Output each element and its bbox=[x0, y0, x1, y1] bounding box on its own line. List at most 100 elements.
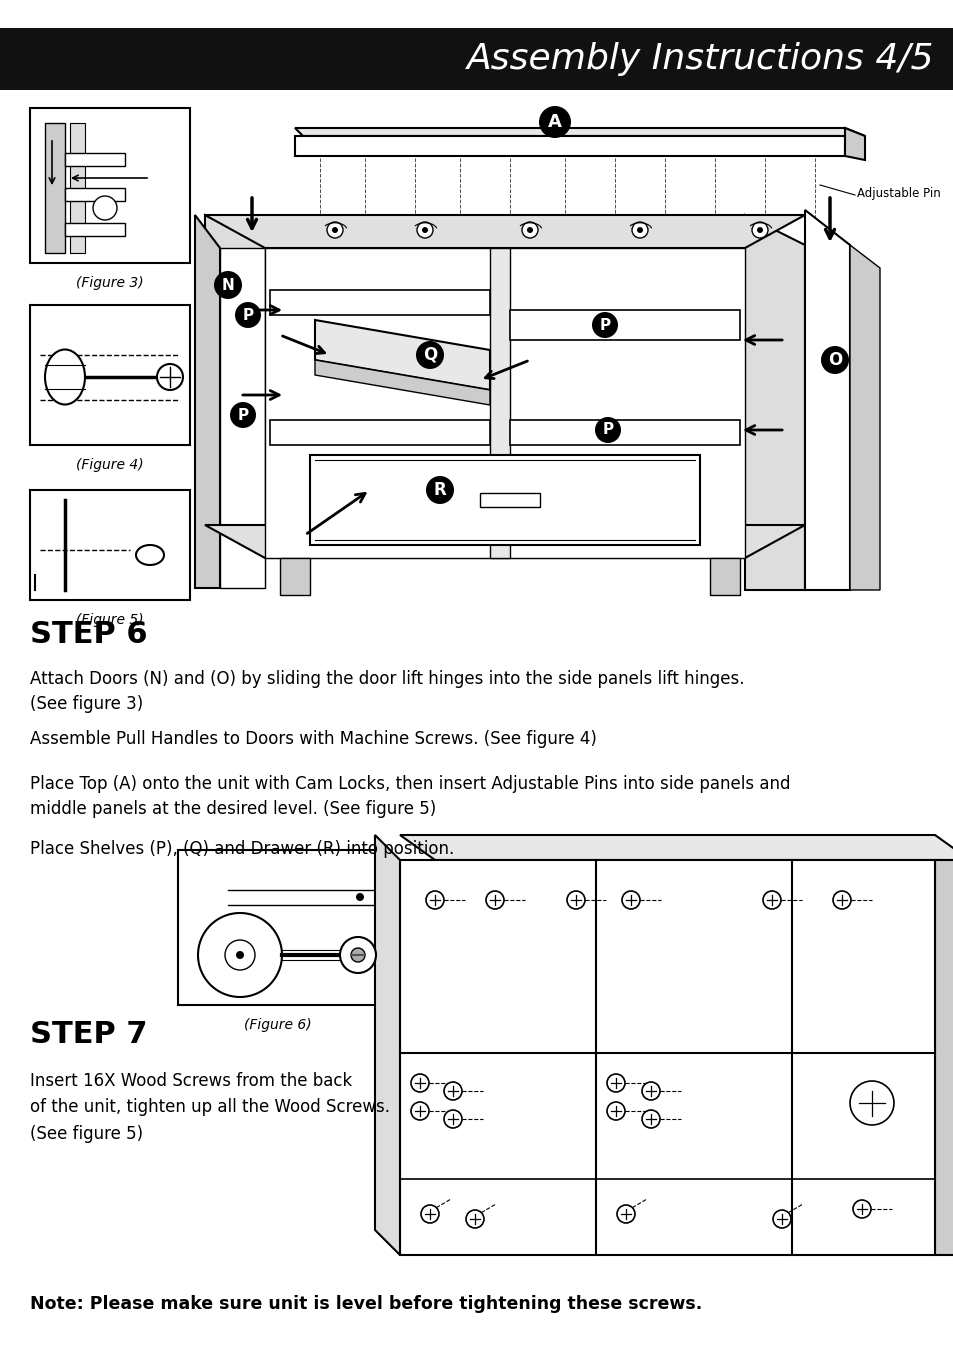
Circle shape bbox=[416, 342, 443, 369]
Polygon shape bbox=[70, 123, 85, 252]
Polygon shape bbox=[490, 248, 510, 558]
Polygon shape bbox=[314, 360, 490, 405]
Polygon shape bbox=[265, 248, 744, 558]
Text: A: A bbox=[547, 113, 561, 131]
Text: Assembly Instructions 4/5: Assembly Instructions 4/5 bbox=[466, 42, 933, 76]
Polygon shape bbox=[294, 136, 844, 157]
Circle shape bbox=[355, 892, 364, 900]
Text: Place Shelves (P), (Q) and Drawer (R) into position.: Place Shelves (P), (Q) and Drawer (R) in… bbox=[30, 840, 454, 859]
Text: Adjustable Pin: Adjustable Pin bbox=[856, 188, 940, 201]
Text: O: O bbox=[827, 351, 841, 369]
Circle shape bbox=[637, 227, 642, 234]
Polygon shape bbox=[744, 215, 804, 590]
Polygon shape bbox=[194, 215, 220, 589]
Polygon shape bbox=[399, 836, 953, 860]
Circle shape bbox=[621, 891, 639, 909]
Polygon shape bbox=[220, 248, 265, 589]
FancyBboxPatch shape bbox=[0, 28, 953, 90]
Polygon shape bbox=[294, 128, 864, 136]
Text: Attach Doors (N) and (O) by sliding the door lift hinges into the side panels li: Attach Doors (N) and (O) by sliding the … bbox=[30, 670, 743, 713]
Circle shape bbox=[631, 221, 647, 238]
Circle shape bbox=[757, 227, 762, 234]
FancyBboxPatch shape bbox=[30, 108, 190, 263]
Polygon shape bbox=[205, 215, 804, 248]
Circle shape bbox=[351, 948, 365, 963]
Polygon shape bbox=[205, 215, 265, 585]
Text: STEP 7: STEP 7 bbox=[30, 1021, 148, 1049]
Text: Q: Q bbox=[422, 346, 436, 365]
Circle shape bbox=[416, 221, 433, 238]
Circle shape bbox=[606, 1075, 624, 1092]
Circle shape bbox=[821, 346, 848, 374]
Circle shape bbox=[332, 227, 337, 234]
Circle shape bbox=[521, 221, 537, 238]
Text: Place Top (A) onto the unit with Cam Locks, then insert Adjustable Pins into sid: Place Top (A) onto the unit with Cam Loc… bbox=[30, 775, 790, 818]
Polygon shape bbox=[399, 860, 934, 1256]
Polygon shape bbox=[314, 320, 490, 390]
Circle shape bbox=[592, 312, 618, 338]
Circle shape bbox=[235, 950, 244, 958]
Polygon shape bbox=[270, 290, 490, 315]
Circle shape bbox=[92, 196, 117, 220]
Polygon shape bbox=[65, 188, 125, 201]
Polygon shape bbox=[280, 558, 310, 595]
Text: P: P bbox=[601, 423, 613, 437]
Text: (Figure 3): (Figure 3) bbox=[76, 275, 144, 290]
Circle shape bbox=[213, 271, 242, 298]
Text: (Figure 4): (Figure 4) bbox=[76, 458, 144, 472]
Polygon shape bbox=[804, 211, 849, 590]
Polygon shape bbox=[45, 123, 65, 252]
Circle shape bbox=[426, 477, 454, 504]
Circle shape bbox=[485, 891, 503, 909]
Polygon shape bbox=[844, 128, 864, 161]
Circle shape bbox=[526, 227, 533, 234]
Text: R: R bbox=[434, 481, 446, 500]
Text: N: N bbox=[221, 278, 234, 293]
Circle shape bbox=[426, 891, 443, 909]
Circle shape bbox=[595, 417, 620, 443]
Polygon shape bbox=[934, 860, 953, 1256]
Polygon shape bbox=[310, 455, 700, 545]
Polygon shape bbox=[270, 420, 490, 446]
Circle shape bbox=[157, 364, 183, 390]
Text: (Figure 5): (Figure 5) bbox=[76, 613, 144, 626]
Circle shape bbox=[641, 1081, 659, 1100]
Polygon shape bbox=[849, 244, 879, 590]
Circle shape bbox=[617, 1206, 635, 1223]
Circle shape bbox=[606, 1102, 624, 1120]
Circle shape bbox=[443, 1110, 461, 1129]
Text: P: P bbox=[242, 308, 253, 323]
Polygon shape bbox=[205, 525, 804, 558]
Circle shape bbox=[772, 1210, 790, 1229]
Circle shape bbox=[465, 1210, 483, 1229]
FancyBboxPatch shape bbox=[30, 305, 190, 446]
Circle shape bbox=[762, 891, 781, 909]
Circle shape bbox=[641, 1110, 659, 1129]
Ellipse shape bbox=[136, 545, 164, 566]
Polygon shape bbox=[479, 493, 539, 508]
Polygon shape bbox=[510, 310, 740, 340]
Circle shape bbox=[443, 1081, 461, 1100]
Text: P: P bbox=[237, 408, 249, 423]
Circle shape bbox=[751, 221, 767, 238]
Polygon shape bbox=[375, 836, 399, 1256]
Circle shape bbox=[327, 221, 343, 238]
Polygon shape bbox=[709, 558, 740, 595]
Polygon shape bbox=[65, 153, 125, 166]
Circle shape bbox=[339, 937, 375, 973]
Text: Assemble Pull Handles to Doors with Machine Screws. (See figure 4): Assemble Pull Handles to Doors with Mach… bbox=[30, 730, 597, 748]
Text: Insert 16X Wood Screws from the back
of the unit, tighten up all the Wood Screws: Insert 16X Wood Screws from the back of … bbox=[30, 1072, 390, 1143]
Circle shape bbox=[411, 1075, 429, 1092]
Text: Note: Please make sure unit is level before tightening these screws.: Note: Please make sure unit is level bef… bbox=[30, 1295, 701, 1314]
Circle shape bbox=[421, 227, 428, 234]
Polygon shape bbox=[510, 420, 740, 446]
Circle shape bbox=[566, 891, 584, 909]
FancyBboxPatch shape bbox=[30, 490, 190, 599]
Text: (Figure 6): (Figure 6) bbox=[244, 1018, 312, 1031]
Circle shape bbox=[230, 402, 255, 428]
Ellipse shape bbox=[45, 350, 85, 405]
Circle shape bbox=[420, 1206, 438, 1223]
Circle shape bbox=[849, 1081, 893, 1125]
Circle shape bbox=[234, 302, 261, 328]
Polygon shape bbox=[65, 223, 125, 236]
